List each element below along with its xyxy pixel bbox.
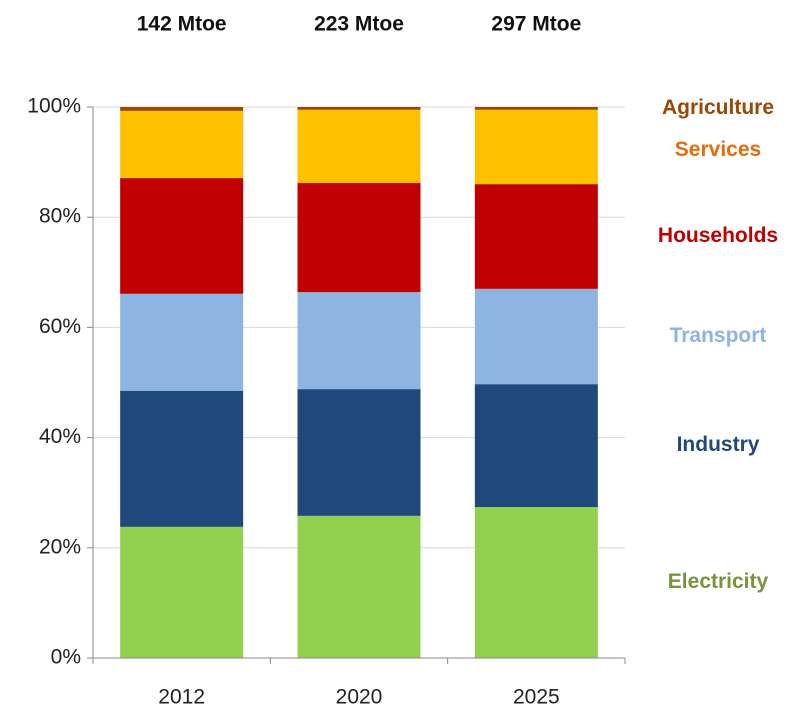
bar-segment xyxy=(297,183,421,293)
legend-label: Households xyxy=(658,224,778,247)
legend-label: Transport xyxy=(670,324,767,347)
bar-total-label: 223 Mtoe xyxy=(314,13,404,36)
legend-label: Industry xyxy=(677,433,760,456)
legend-label: Services xyxy=(675,138,761,161)
bar-segment xyxy=(120,178,244,294)
legend-label: Agriculture xyxy=(662,96,774,119)
y-tick-label: 80% xyxy=(39,205,81,228)
y-tick-label: 100% xyxy=(27,95,81,118)
bar-segment xyxy=(120,107,244,111)
bar-segment xyxy=(120,293,244,391)
bar-total-label: 297 Mtoe xyxy=(491,13,581,36)
bar-segment xyxy=(474,184,598,289)
bar-total-label: 142 Mtoe xyxy=(137,13,227,36)
bar-segment xyxy=(474,507,598,658)
bar-segment xyxy=(474,288,598,385)
bar-segment xyxy=(297,515,421,658)
y-tick-label: 20% xyxy=(39,535,81,558)
x-tick-label: 2020 xyxy=(336,686,383,709)
bar-segment xyxy=(120,390,244,527)
legend-label: Electricity xyxy=(668,570,769,593)
bar-segment xyxy=(474,109,598,185)
bar-segment xyxy=(474,384,598,508)
bar-segment xyxy=(120,110,244,179)
y-tick-label: 60% xyxy=(39,315,81,338)
y-tick-label: 0% xyxy=(51,646,81,669)
bar-segment xyxy=(120,526,244,658)
x-tick-label: 2025 xyxy=(513,686,560,709)
x-tick-label: 2012 xyxy=(158,686,205,709)
bar-segment xyxy=(297,292,421,390)
bar-segment xyxy=(297,389,421,516)
bar-segment xyxy=(474,107,598,110)
y-tick-label: 40% xyxy=(39,425,81,448)
bar-segment xyxy=(297,107,421,110)
bar-segment xyxy=(297,109,421,184)
